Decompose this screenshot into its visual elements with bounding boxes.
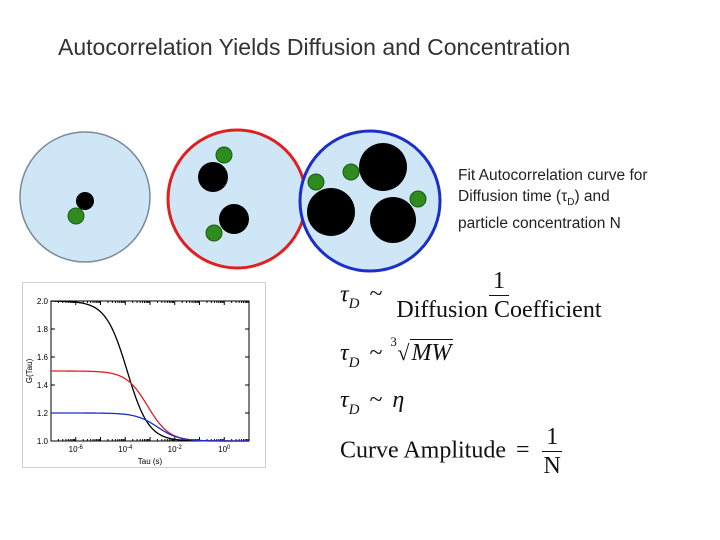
y-axis-label: G(Tau) (25, 358, 34, 383)
y-tick-label: 1.0 (37, 437, 49, 446)
fit-description: Fit Autocorrelation curve for Diffusion … (458, 165, 708, 234)
y-tick-label: 2.0 (37, 297, 49, 306)
y-tick-label: 1.2 (37, 409, 49, 418)
series-line-3 (51, 412, 249, 442)
black-particle (307, 188, 355, 236)
equation-tau-mw: τD ~ 3 √MW (340, 334, 454, 371)
black-particle (76, 192, 94, 210)
green-particle (342, 163, 360, 181)
x-axis-label: Tau (s) (138, 457, 163, 466)
equation-tau-diffusion: τD ~ 1 Diffusion Coefficient (340, 268, 602, 324)
x-tick-label: 100 (218, 445, 231, 454)
x-tick-label: 10-4 (118, 445, 133, 454)
autocorrelation-chart: 1.0 1.2 1.4 1.6 1.8 2.0 10-6 10-4 10-2 100 Tau (s)… (25, 297, 250, 466)
y-tick-label: 1.6 (37, 353, 49, 362)
slide-title: Autocorrelation Yields Diffusion and Con… (58, 34, 571, 60)
black-particle (359, 143, 407, 191)
black-particle (198, 162, 228, 192)
green-particle (215, 146, 233, 164)
green-particle (205, 224, 223, 242)
x-tick-label: 10-6 (69, 445, 84, 454)
autocorrelation-plot: 1.0 1.2 1.4 1.6 1.8 2.0 10-6 10-4 10-2 100 Tau (s)… (22, 282, 266, 468)
series-line-2 (51, 370, 249, 442)
equation-tau-viscosity: τD ~ η (340, 387, 405, 418)
y-tick-label: 1.4 (37, 381, 49, 390)
green-particle (67, 207, 85, 225)
fit-description-line-2: Diffusion time (τD) and (458, 188, 610, 209)
black-particle (370, 197, 416, 243)
observation-volume-2 (166, 128, 308, 270)
y-tick-label: 1.8 (37, 325, 49, 334)
fit-description-line-1: Fit Autocorrelation curve for (458, 167, 648, 184)
green-particle (307, 173, 325, 191)
black-particle (219, 204, 249, 234)
green-particle (409, 190, 427, 208)
x-tick-label: 10-2 (168, 445, 183, 454)
fit-description-line-3: particle concentration N (458, 215, 621, 233)
